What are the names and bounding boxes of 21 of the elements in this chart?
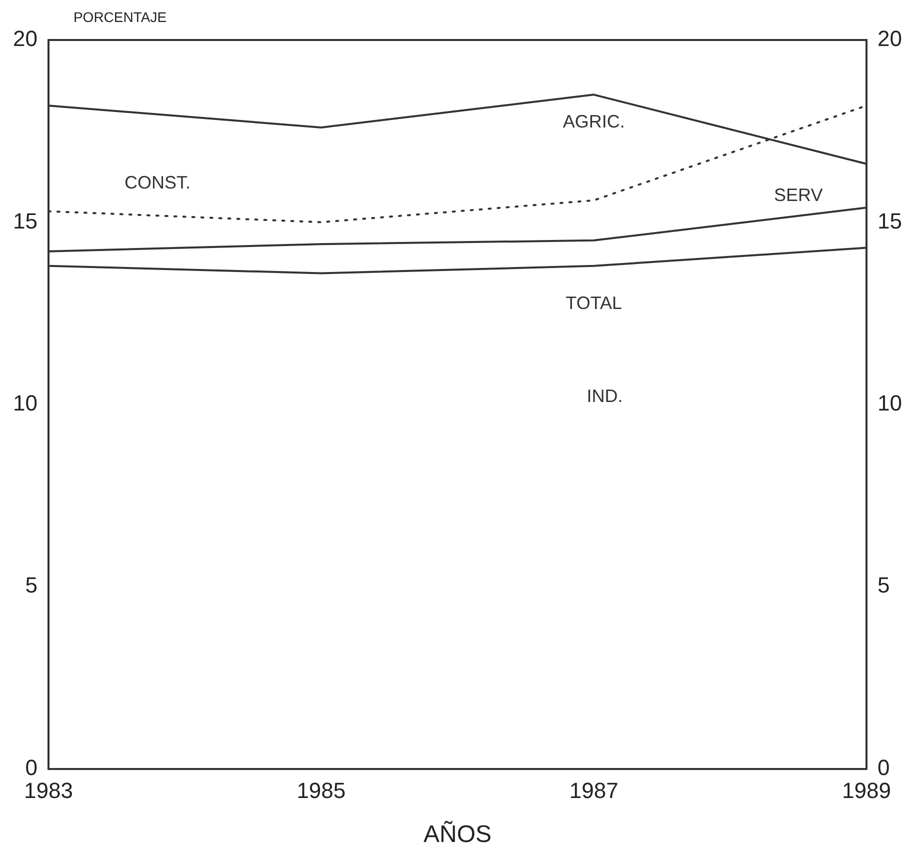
x-tick-label: 1987 — [569, 778, 618, 804]
y-tick-label: 5 — [25, 572, 38, 598]
y-tick-label: 15 — [12, 208, 38, 234]
x-tick-label: 1983 — [24, 778, 73, 804]
series-label: SERV — [774, 184, 823, 205]
y2-tick-label: 0 — [878, 754, 890, 780]
x-axis-title: AÑOS — [423, 820, 492, 848]
series-label: CONST. — [124, 172, 191, 193]
series-label: TOTAL — [566, 292, 622, 313]
x-tick-label: 1985 — [296, 778, 346, 804]
annotation: IND. — [586, 386, 623, 406]
y-tick-label: 20 — [12, 26, 38, 52]
x-tick-label: 1989 — [842, 778, 892, 804]
y2-tick-label: 10 — [878, 390, 902, 416]
y-tick-label: 0 — [25, 754, 38, 780]
y2-tick-label: 20 — [878, 26, 902, 52]
y2-tick-label: 15 — [878, 208, 902, 234]
series-label: AGRIC. — [562, 112, 625, 132]
y-axis-title: PORCENTAJE — [73, 8, 167, 25]
y-tick-label: 10 — [12, 390, 38, 416]
y2-tick-label: 5 — [878, 572, 890, 598]
